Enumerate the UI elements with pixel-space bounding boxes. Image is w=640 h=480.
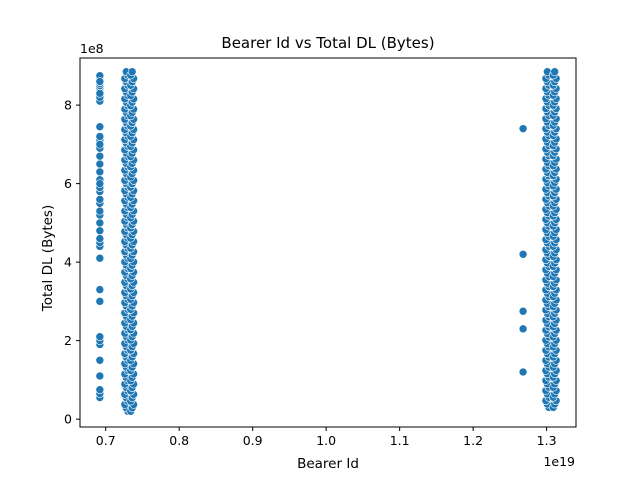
data-point [95,253,105,263]
x-tick-label: 1.3 [537,433,557,448]
y-tick-label: 4 [64,255,72,270]
data-point [127,67,137,77]
ticks-layer: 0.7 0.8 0.9 1.0 1.1 1.2 1.3 0 2 4 6 8 [64,98,557,448]
data-point [95,285,105,294]
y-offset-label: 1e8 [80,41,104,56]
data-point [95,89,105,98]
x-offset-label: 1e19 [543,454,575,469]
data-point [518,367,528,377]
data-point [95,371,105,381]
x-tick-label: 0.9 [243,433,263,448]
x-tick-label: 0.8 [169,433,189,448]
y-tick-label: 6 [64,176,72,191]
chart-title: Bearer Id vs Total DL (Bytes) [221,34,434,52]
data-point [95,132,105,141]
x-tick-label: 1.2 [463,433,483,448]
data-point [518,324,528,334]
y-tick-label: 2 [64,333,72,348]
x-tick-label: 0.7 [96,433,116,448]
data-point [95,297,105,306]
data-point [518,306,528,316]
plot-area-frame [79,57,577,428]
data-point [95,385,105,395]
y-axis-label: Total DL (Bytes) [40,205,56,312]
data-point [95,332,105,342]
data-point [95,234,105,243]
y-tick-label: 0 [64,412,72,427]
data-point [95,140,105,149]
data-point [95,167,105,177]
x-axis-label: Bearer Id [297,456,359,472]
data-point [95,195,105,204]
x-tick-label: 1.1 [390,433,410,448]
data-point [518,124,528,133]
x-tick-label: 1.0 [316,433,336,448]
data-point [95,151,105,161]
data-point [95,206,105,216]
data-point [95,122,105,131]
data-point [95,179,105,188]
data-point [518,249,528,259]
data-point [550,67,559,77]
data-point [95,77,105,86]
data-point [95,226,105,236]
data-point [95,218,105,228]
points-layer [95,67,561,416]
data-point [95,159,105,169]
y-tick-label: 8 [64,98,72,113]
data-point [95,355,105,365]
